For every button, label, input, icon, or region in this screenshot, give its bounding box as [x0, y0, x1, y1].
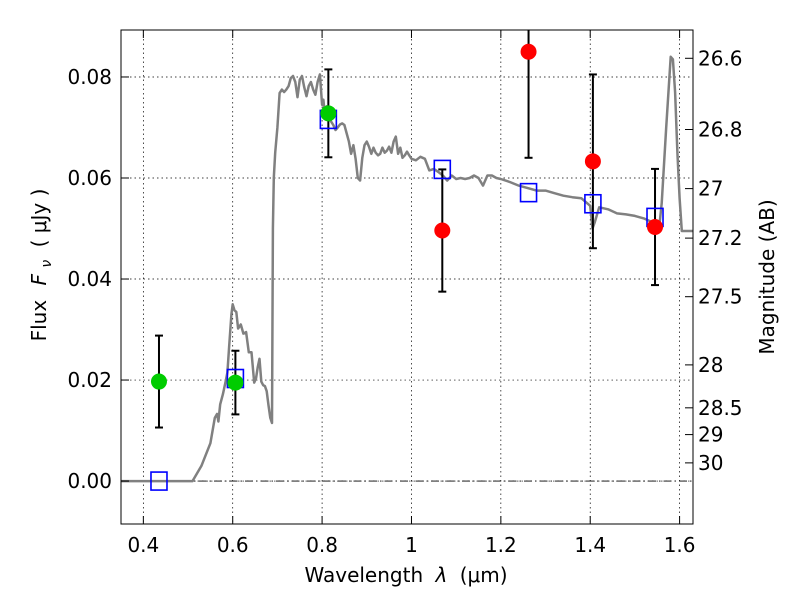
y2-axis-label: Magnitude (AB): [755, 199, 779, 354]
magnitude-tick-label: 29: [698, 423, 723, 447]
observed-flux-point: [435, 223, 450, 238]
x-tick-label: 0.6: [217, 533, 249, 557]
observed-flux-point: [228, 375, 243, 390]
spectrum-layer: [121, 57, 693, 481]
x-ticks: 0.4 0.6 0.8 1 1.2 1.4 1.6: [127, 30, 695, 557]
y-tick-label: 0.06: [67, 166, 112, 190]
magnitude-tick-label: 28.5: [698, 396, 743, 420]
y-axis-label: Flux F ν ( μJy ): [27, 189, 56, 342]
y-tick-label: 0.00: [67, 469, 112, 493]
y-tick-label: 0.04: [67, 267, 112, 291]
y-tick-label: 0.08: [67, 65, 112, 89]
magnitude-tick-label: 26.8: [698, 118, 743, 142]
x-tick-label: 1: [405, 533, 418, 557]
magnitude-tick-label: 27.5: [698, 285, 743, 309]
observed-flux-point: [521, 44, 536, 59]
x-tick-label: 1.6: [664, 533, 696, 557]
y-ticks: 0.00 0.02 0.04 0.06 0.08: [67, 65, 129, 493]
x-tick-label: 0.4: [127, 533, 159, 557]
x-tick-label: 1.4: [574, 533, 606, 557]
magnitude-tick-label: 30: [698, 451, 723, 475]
x-axis-label: Wavelength λ (μm): [304, 563, 507, 587]
sed-chart: 0.4 0.6 0.8 1 1.2 1.4 1.6 0.00 0.02 0.04 0.06 0.08…: [0, 0, 800, 600]
observed-flux-point: [648, 219, 663, 234]
magnitude-tick-label: 27.2: [698, 226, 743, 250]
observed-flux-point: [585, 154, 600, 169]
y-tick-label: 0.02: [67, 368, 112, 392]
errorbar-layer: [155, 0, 659, 428]
magnitude-tick-label: 26.6: [698, 46, 743, 70]
magnitude-tick-label: 27: [698, 177, 723, 201]
observed-point-layer: [151, 44, 662, 390]
observed-flux-point: [321, 106, 336, 121]
model-spectrum-line: [121, 57, 693, 481]
x-tick-label: 1.2: [485, 533, 517, 557]
magnitude-tick-label: 28: [698, 353, 723, 377]
observed-flux-point: [151, 374, 166, 389]
x-tick-label: 0.8: [306, 533, 338, 557]
model-square-layer: [151, 110, 663, 490]
magnitude-ticks: 26.6 26.8 27 27.2 27.5 28 28.5 29 30: [685, 46, 743, 475]
